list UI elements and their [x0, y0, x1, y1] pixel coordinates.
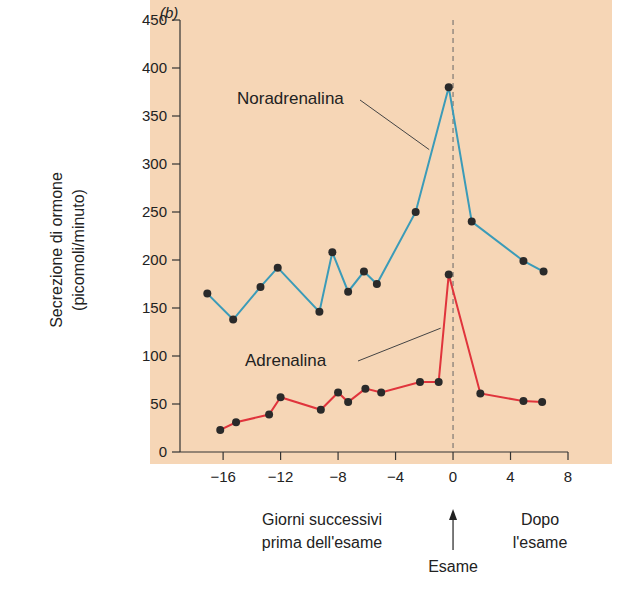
point — [519, 397, 527, 405]
y-tick — [172, 163, 180, 164]
x-label: prima dell'esame — [262, 534, 383, 551]
series-line — [207, 87, 543, 319]
y-tick-label: 300 — [142, 155, 167, 172]
point — [344, 288, 352, 296]
point — [468, 218, 476, 226]
x-tick-label: −8 — [330, 468, 347, 485]
x-tick-label: −4 — [387, 468, 404, 485]
x-tick — [452, 452, 453, 460]
point — [445, 270, 453, 278]
event-line — [453, 20, 454, 452]
x-tick-label: −12 — [268, 468, 293, 485]
annotation: l'esame — [513, 534, 568, 551]
x-tick-label: 4 — [506, 468, 514, 485]
point — [360, 268, 368, 276]
point — [277, 393, 285, 401]
y-tick — [172, 259, 180, 260]
x-tick — [223, 452, 224, 460]
point — [317, 406, 325, 414]
point — [315, 308, 323, 316]
panel — [150, 0, 612, 464]
y-label-line: (picomoli/minuto) — [70, 189, 87, 311]
x-tick — [280, 452, 281, 460]
y-tick — [172, 451, 180, 452]
point — [328, 248, 336, 256]
x-tick-label: −16 — [210, 468, 235, 485]
point — [344, 398, 352, 406]
y-tick — [172, 67, 180, 68]
point — [256, 283, 264, 291]
point — [519, 257, 527, 265]
series-line — [220, 274, 542, 430]
x-tick — [510, 452, 511, 460]
y-tick-label: 100 — [142, 347, 167, 364]
x-axis — [180, 451, 568, 452]
point — [232, 418, 240, 426]
point — [540, 268, 548, 276]
series-label: Noradrenalina — [237, 89, 344, 108]
x-tick-label: 8 — [564, 468, 572, 485]
x-tick-label: 0 — [449, 468, 457, 485]
annotation: Dopo — [521, 511, 559, 528]
x-tick — [395, 452, 396, 460]
y-tick — [172, 19, 180, 20]
y-tick-label: 50 — [150, 395, 167, 412]
point — [216, 426, 224, 434]
series-label: Adrenalina — [245, 351, 327, 370]
y-tick-label: 450 — [142, 11, 167, 28]
leader-line — [360, 100, 429, 150]
point — [412, 208, 420, 216]
y-tick — [172, 355, 180, 356]
point — [373, 280, 381, 288]
y-tick-label: 250 — [142, 203, 167, 220]
chart: (b)050100150200250300350400450−16−12−8−4… — [0, 0, 638, 593]
point — [538, 398, 546, 406]
point — [229, 316, 237, 324]
leader-line — [358, 328, 441, 361]
y-tick — [172, 115, 180, 116]
event-arrow-head — [449, 509, 457, 520]
y-tick — [172, 307, 180, 308]
point — [334, 388, 342, 396]
y-label: Secrezione di ormone (picomoli/minuto) — [48, 172, 87, 328]
y-tick-label: 200 — [142, 251, 167, 268]
point — [361, 385, 369, 393]
x-tick — [337, 452, 338, 460]
point — [377, 388, 385, 396]
y-tick-label: 350 — [142, 107, 167, 124]
point — [416, 378, 424, 386]
x-tick — [567, 452, 568, 460]
y-axis — [179, 20, 180, 452]
y-tick — [172, 403, 180, 404]
y-label-line: Secrezione di ormone — [48, 172, 65, 328]
y-tick-label: 0 — [159, 443, 167, 460]
plot-area — [203, 83, 547, 434]
point — [445, 83, 453, 91]
point — [274, 264, 282, 272]
annotation: Esame — [428, 558, 478, 575]
point — [435, 378, 443, 386]
x-label: Giorni successivi — [262, 511, 382, 528]
y-tick-label: 400 — [142, 59, 167, 76]
point — [203, 290, 211, 298]
point — [265, 411, 273, 419]
y-tick-label: 150 — [142, 299, 167, 316]
y-tick — [172, 211, 180, 212]
point — [476, 389, 484, 397]
